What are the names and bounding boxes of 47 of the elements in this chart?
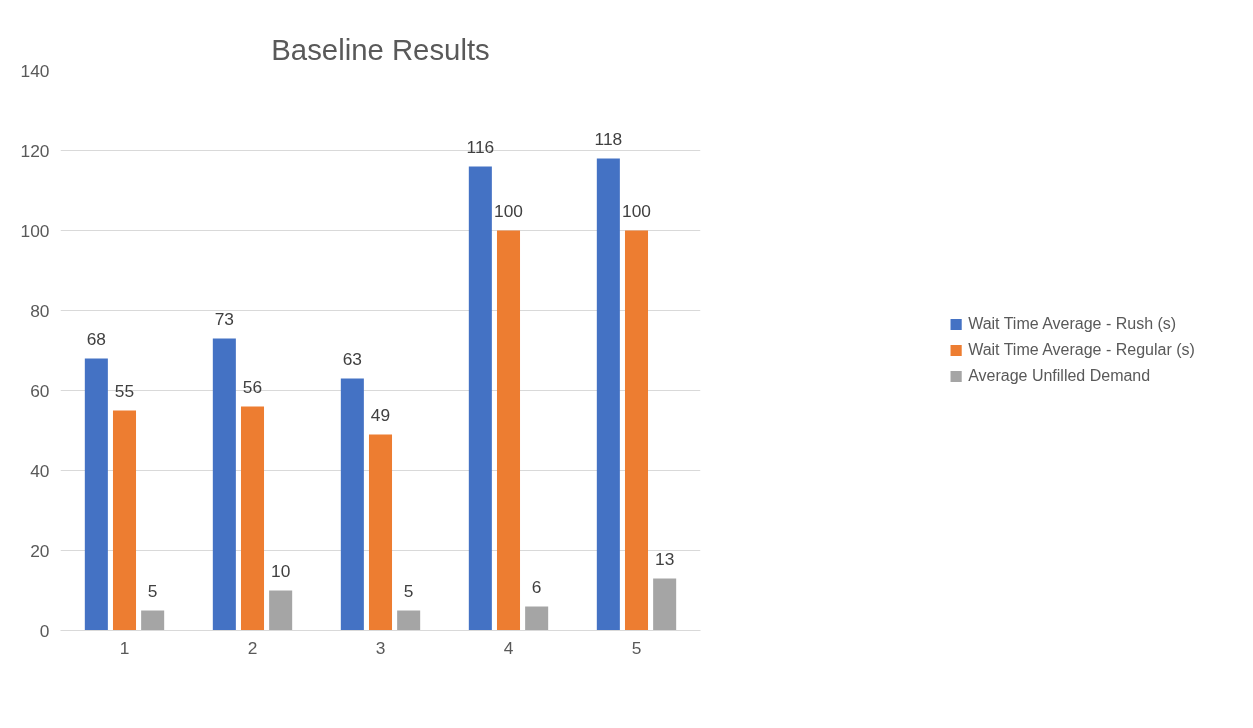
x-tick-label: 1: [119, 637, 130, 658]
data-label: 118: [594, 128, 623, 149]
y-tick-label: 20: [30, 540, 50, 561]
legend-label: Wait Time Average - Rush (s): [968, 315, 1177, 333]
y-tick-label: 80: [30, 300, 50, 321]
x-tick-label: 5: [631, 637, 642, 658]
legend-label: Average Unfilled Demand: [968, 367, 1151, 385]
data-label: 13: [655, 548, 675, 569]
bar: [525, 606, 549, 631]
x-tick-label: 3: [375, 637, 386, 658]
data-label: 73: [214, 308, 234, 329]
x-tick-label: 2: [247, 637, 258, 658]
bar: [212, 338, 236, 631]
data-label: 63: [342, 348, 362, 369]
bar: [596, 158, 620, 631]
data-label: 6: [531, 576, 542, 597]
bar: [397, 610, 421, 631]
bar: [269, 590, 293, 631]
y-tick-label: 140: [20, 60, 50, 81]
y-tick-label: 120: [20, 140, 50, 161]
data-label: 100: [494, 200, 523, 221]
data-label: 56: [242, 376, 263, 397]
x-tick-label: 4: [503, 637, 514, 658]
data-label: 49: [370, 404, 391, 425]
bar: [653, 578, 677, 631]
bar: [112, 410, 137, 631]
data-label: 55: [114, 380, 135, 401]
bar: [496, 230, 521, 631]
bar: [240, 406, 265, 631]
bar: [141, 610, 165, 631]
bar: [340, 378, 364, 631]
data-label: 116: [466, 136, 495, 157]
bar: [468, 166, 492, 631]
y-tick-label: 40: [30, 460, 50, 481]
bar: [368, 434, 393, 631]
data-label: 100: [622, 200, 651, 221]
y-tick-label: 60: [30, 380, 50, 401]
data-label: 68: [86, 328, 106, 349]
legend-label: Wait Time Average - Regular (s): [968, 341, 1195, 359]
chart-title: Baseline Results: [271, 32, 490, 66]
data-label: 5: [147, 580, 158, 601]
data-label: 10: [271, 560, 291, 581]
y-tick-label: 100: [20, 220, 50, 241]
data-label: 5: [403, 580, 414, 601]
y-tick-label: 0: [39, 620, 50, 641]
bar: [84, 358, 108, 631]
bar: [624, 230, 649, 631]
